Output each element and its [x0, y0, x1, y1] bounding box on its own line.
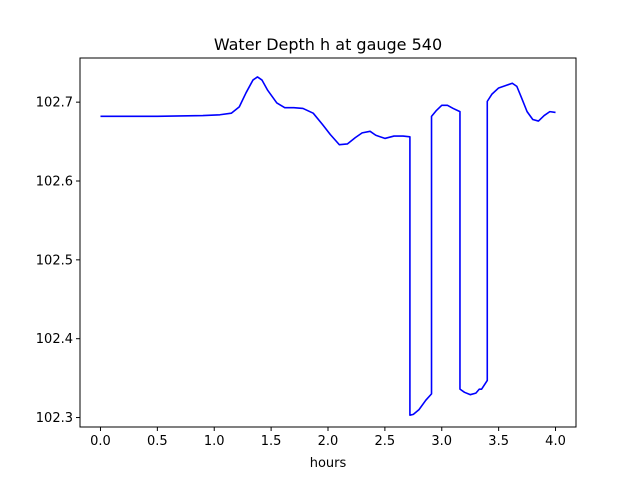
y-tick-label: 102.6 [36, 175, 73, 190]
series-line-0 [100, 76, 556, 416]
x-tick-label: 0.0 [90, 434, 111, 449]
y-axis: 102.3 102.4 102.5 102.6 102.7 [36, 96, 80, 426]
y-tick-label: 102.4 [36, 332, 73, 347]
x-tick-label: 1.0 [204, 434, 225, 449]
y-tick-label: 102.7 [36, 96, 73, 111]
plot-area [80, 58, 576, 427]
y-tick-label: 102.5 [36, 253, 73, 268]
y-tick-label: 102.3 [36, 411, 73, 426]
x-tick-label: 0.5 [147, 434, 168, 449]
x-tick-label: 3.0 [431, 434, 452, 449]
x-tick-label: 4.0 [545, 434, 566, 449]
series-layer [100, 76, 556, 416]
x-axis-label: hours [310, 456, 347, 471]
x-tick-label: 3.5 [488, 434, 509, 449]
chart-title: Water Depth h at gauge 540 [214, 35, 442, 54]
plot-background [80, 58, 576, 427]
x-axis: 0.0 0.5 1.0 1.5 2.0 2.5 3.0 3.5 4.0 [90, 427, 566, 449]
x-tick-label: 1.5 [261, 434, 282, 449]
x-tick-label: 2.5 [375, 434, 396, 449]
x-tick-label: 2.0 [318, 434, 339, 449]
